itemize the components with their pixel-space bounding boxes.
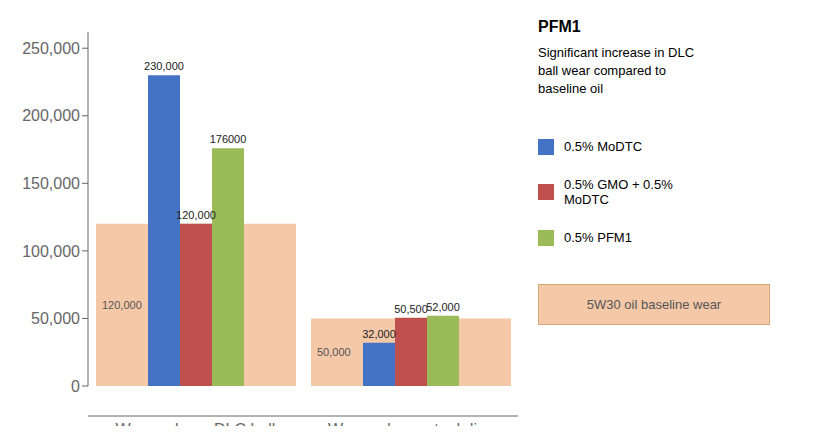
svg-text:230,000: 230,000 [144,60,184,72]
svg-text:100,000: 100,000 [22,243,80,260]
svg-text:120,000: 120,000 [102,299,142,311]
svg-text:176000: 176000 [210,133,247,145]
svg-text:50,000: 50,000 [31,310,80,327]
svg-text:150,000: 150,000 [22,175,80,192]
html-text:Significant increase in DLC ba: Significant increase in DLC ball wear co… [538,45,695,97]
svg-text:0: 0 [71,378,80,395]
svg-text:250,000: 250,000 [22,40,80,57]
svg-text:52,000: 52,000 [426,301,460,313]
html-text:0.5% GMO + 0.5% MoDTC: 0.5% GMO + 0.5% MoDTC [564,176,673,208]
svg-text:200,000: 200,000 [22,107,80,124]
svg-text:50,000: 50,000 [317,346,351,358]
html-text:0.5% PFM1: 0.5% PFM1 [564,230,632,245]
svg-text:50,500: 50,500 [394,303,428,315]
svg-text:Wear volume DLC ball: Wear volume DLC ball [116,421,276,426]
svg-text:120,000: 120,000 [176,209,216,221]
html-text:0.5% MoDTC: 0.5% MoDTC [564,138,642,154]
svg-text:32,000: 32,000 [362,328,396,340]
html-text:PFM1: PFM1 [538,18,581,35]
svg-text:Wear volume steel disc: Wear volume steel disc [328,421,493,426]
html-text:5W30 oil baseline wear: 5W30 oil baseline wear [586,296,722,312]
